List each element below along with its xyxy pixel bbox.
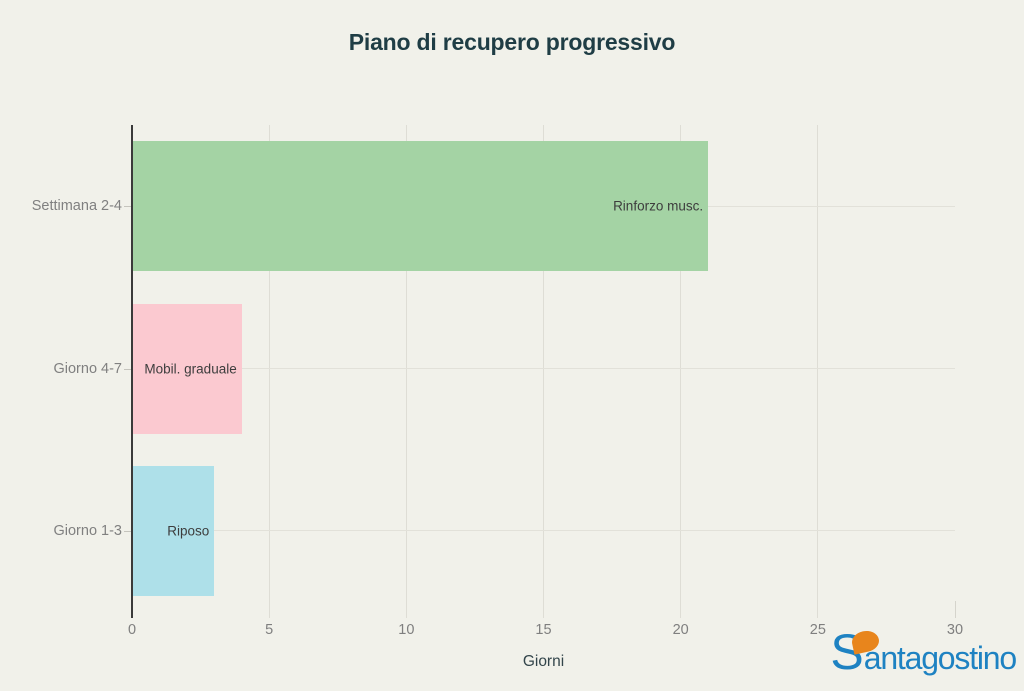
x-tick-label: 15 (535, 622, 552, 638)
bar-label: Rinforzo musc. (613, 198, 704, 214)
h-gridline (132, 368, 955, 369)
y-axis-line (131, 125, 133, 618)
x-tick-label: 25 (809, 622, 826, 638)
category-label: Giorno 4-7 (53, 360, 122, 377)
chart-title: Piano di recupero progressivo (348, 29, 676, 55)
v-gridline (543, 125, 544, 618)
santagostino-logo: Santagostino (830, 626, 1017, 682)
bar-label: Mobil. graduale (144, 361, 237, 376)
category-label: Settimana 2-4 (31, 198, 122, 215)
v-gridline (268, 125, 270, 618)
bar: Mobil. graduale (133, 303, 242, 434)
x-tick-label: 0 (127, 622, 137, 638)
bar: Riposo (133, 465, 215, 596)
bar: Rinforzo musc. (133, 141, 709, 272)
logo-text: antagostino (863, 640, 1017, 676)
h-gridline (132, 530, 955, 532)
category-tick (124, 530, 131, 532)
category-label: Giorno 1-3 (53, 522, 122, 539)
v-gridline (817, 125, 819, 618)
x-tick-label: 5 (265, 622, 274, 638)
category-tick (124, 206, 131, 208)
v-gridline (680, 125, 682, 618)
x-tick-label: 10 (398, 622, 415, 638)
bar-label: Riposo (167, 523, 210, 539)
v-gridline (405, 125, 407, 618)
category-tick (124, 368, 131, 370)
x-axis-title: Giorni (522, 653, 565, 670)
x-tick-label: 30 (946, 622, 964, 638)
v-gridline (954, 601, 956, 618)
x-tick-label: 20 (672, 622, 689, 638)
plot-area: Rinforzo musc. Mobil. graduale Riposo (131, 125, 956, 618)
